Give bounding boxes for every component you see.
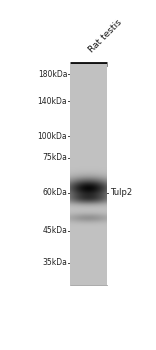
Text: 35kDa: 35kDa (42, 259, 67, 267)
Text: 45kDa: 45kDa (42, 226, 67, 235)
Text: 75kDa: 75kDa (42, 153, 67, 162)
Text: 180kDa: 180kDa (38, 70, 67, 79)
Text: 60kDa: 60kDa (42, 188, 67, 197)
Text: Tulp2: Tulp2 (110, 188, 132, 197)
Text: 100kDa: 100kDa (38, 132, 67, 141)
Text: Rat testis: Rat testis (87, 18, 124, 54)
Text: 140kDa: 140kDa (38, 97, 67, 106)
